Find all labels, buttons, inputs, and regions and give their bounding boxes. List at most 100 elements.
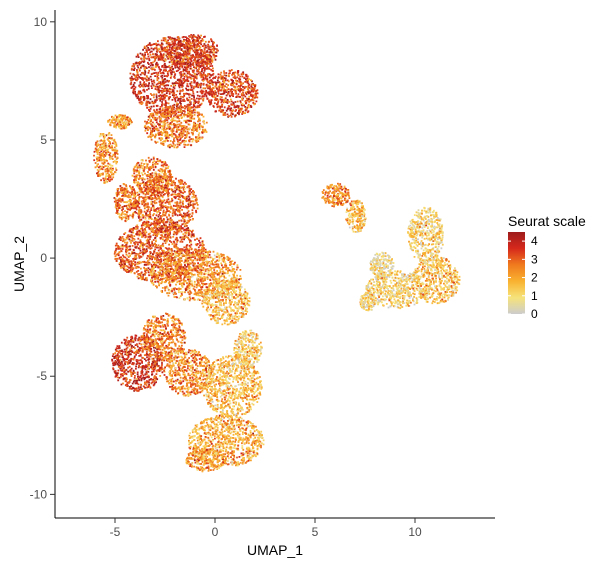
point-group <box>166 232 169 235</box>
point-group <box>167 278 170 281</box>
point-group <box>195 451 212 469</box>
point-group <box>180 387 183 389</box>
point-group <box>203 456 206 459</box>
point-group <box>179 44 182 47</box>
point-group <box>157 343 159 345</box>
point-group <box>166 364 169 367</box>
point-group <box>426 297 429 300</box>
point-group <box>155 217 158 220</box>
point-group <box>191 275 194 278</box>
point-group <box>144 206 147 209</box>
point-group <box>213 93 215 95</box>
scatter-points <box>93 34 461 473</box>
point-group <box>356 221 359 223</box>
point-group <box>214 447 217 450</box>
point-group <box>200 266 203 269</box>
point-group <box>217 359 220 361</box>
point-group <box>360 205 363 207</box>
point-group <box>145 162 148 165</box>
point-group <box>418 287 421 290</box>
point-group <box>377 261 380 264</box>
point-group <box>216 396 219 399</box>
point-group <box>225 296 227 298</box>
point-group <box>236 284 240 302</box>
point-group <box>143 172 146 181</box>
point-group <box>137 182 140 185</box>
point-group <box>424 279 427 282</box>
point-group <box>430 288 445 298</box>
point-group <box>245 450 248 453</box>
point-group <box>154 55 211 114</box>
point-group <box>209 396 212 399</box>
point-group <box>205 367 207 370</box>
point-group <box>220 308 223 311</box>
point-group <box>389 274 392 276</box>
point-group <box>404 292 407 294</box>
point-group <box>148 196 150 199</box>
point-group <box>250 88 253 90</box>
point-group <box>212 450 215 453</box>
point-group <box>213 384 216 387</box>
point-group <box>103 179 105 182</box>
point-group <box>147 367 149 370</box>
point-group <box>97 147 100 150</box>
point-group <box>239 84 242 87</box>
point-group <box>350 215 352 218</box>
point-group <box>247 345 250 348</box>
point-group <box>214 261 216 263</box>
point-group <box>408 278 410 281</box>
point-group <box>457 275 461 285</box>
point-group <box>180 130 183 133</box>
point-group <box>207 273 210 276</box>
point-group <box>421 236 424 239</box>
point-group <box>230 308 233 311</box>
point-group <box>165 357 168 360</box>
point-group <box>250 408 252 411</box>
point-group <box>229 371 232 374</box>
point-group <box>428 282 431 285</box>
point-group <box>198 469 201 471</box>
point-group <box>138 172 140 174</box>
point-group <box>244 396 247 399</box>
point-group <box>383 277 386 279</box>
point-group <box>242 453 245 456</box>
point-group <box>387 274 390 277</box>
point-group <box>156 370 158 373</box>
point-group <box>212 439 214 442</box>
point-group <box>162 126 173 135</box>
point-group <box>133 168 150 181</box>
point-group <box>125 260 128 263</box>
point-group <box>214 395 216 397</box>
point-group <box>139 249 142 252</box>
point-group <box>113 191 121 203</box>
point-group <box>387 264 389 267</box>
point-group <box>124 123 127 125</box>
point-group <box>129 186 132 189</box>
point-group <box>93 150 96 153</box>
point-group <box>160 351 162 354</box>
point-group <box>175 288 178 290</box>
point-group <box>151 334 166 350</box>
point-group <box>212 463 215 466</box>
point-group <box>196 265 199 268</box>
point-group <box>157 185 165 191</box>
point-group <box>344 197 346 200</box>
point-group <box>244 304 247 307</box>
point-group <box>128 344 131 347</box>
point-group <box>200 52 203 55</box>
point-group <box>402 290 409 302</box>
point-group <box>229 431 244 442</box>
point-group <box>439 282 442 285</box>
point-group <box>232 278 235 281</box>
point-group <box>418 259 435 272</box>
point-group <box>104 154 115 172</box>
point-group <box>113 149 115 151</box>
point-group <box>205 369 207 371</box>
point-group <box>218 283 221 286</box>
point-group <box>421 273 423 275</box>
point-group <box>163 160 166 163</box>
point-group <box>129 379 148 386</box>
point-group <box>232 427 235 430</box>
point-group <box>167 324 169 327</box>
point-group <box>120 118 122 120</box>
